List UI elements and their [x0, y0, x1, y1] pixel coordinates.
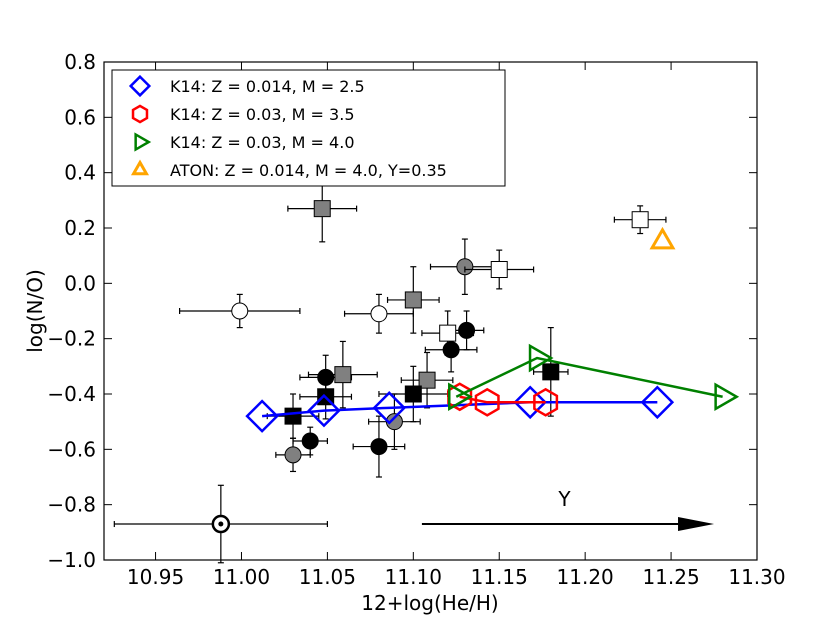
legend-box	[111, 69, 506, 187]
data-point	[113, 484, 328, 564]
observation-marker	[301, 432, 319, 450]
y-tick-label: −0.4	[47, 382, 96, 406]
model-marker	[513, 385, 547, 420]
legend-label: K14: Z = 0.014, M = 2.5	[170, 77, 365, 96]
arrow-head	[678, 517, 715, 532]
observation-marker	[284, 446, 302, 464]
y-tick-label: −0.2	[47, 327, 96, 351]
y-tick-label: −0.8	[47, 493, 96, 517]
observation-marker	[284, 407, 302, 425]
legend-marker	[134, 132, 152, 152]
plot-frame	[103, 61, 758, 561]
data-point	[287, 174, 358, 243]
model-series	[245, 385, 675, 433]
data-point	[613, 205, 667, 235]
legend-label: K14: Z = 0.03, M = 3.5	[170, 105, 355, 124]
legend-entry: K14: Z = 0.014, M = 2.5	[128, 74, 365, 98]
x-tick-label: 11.10	[385, 565, 442, 589]
plot-layer: Y	[113, 174, 740, 564]
observation-marker	[404, 291, 422, 309]
model-series	[448, 343, 740, 412]
model-line	[261, 401, 658, 418]
helium-arrow: Y	[421, 487, 715, 532]
observation-marker	[542, 363, 560, 381]
legend-entry: K14: Z = 0.03, M = 4.0	[134, 132, 355, 152]
y-tick-label: 0.0	[64, 271, 96, 295]
observation-marker	[231, 302, 249, 320]
x-tick-label: 10.95	[127, 565, 184, 589]
model-marker	[640, 385, 675, 420]
model-marker	[474, 387, 500, 417]
observation-marker	[211, 514, 231, 534]
model-line	[459, 395, 546, 404]
data-point	[421, 310, 475, 356]
data-point	[179, 293, 301, 329]
legend-label: ATON: Z = 0.014, M = 4.0, Y=0.35	[170, 161, 447, 180]
x-tick-label: 11.05	[299, 565, 356, 589]
x-tick-label: 11.00	[213, 565, 270, 589]
model-marker	[307, 393, 341, 428]
observation-marker	[313, 200, 331, 218]
ticks-layer: 10.95 11.00 11.05 11.10 11.15 11.20 11.25 11.30…	[47, 50, 785, 589]
model-marker	[528, 343, 554, 373]
model-series	[649, 226, 676, 250]
data-point	[343, 293, 414, 334]
model-marker	[372, 391, 407, 425]
observation-marker	[458, 321, 476, 339]
legend-entry: K14: Z = 0.03, M = 3.5	[131, 104, 355, 124]
legend-marker	[128, 74, 152, 98]
y-tick-label: −1.0	[47, 548, 96, 572]
data-point	[307, 340, 378, 409]
x-tick-label: 11.25	[642, 565, 699, 589]
observation-marker	[418, 371, 436, 389]
observation-marker	[631, 211, 649, 229]
model-marker	[448, 382, 473, 412]
observation-marker	[334, 366, 352, 384]
y-tick-label: −0.6	[47, 437, 96, 461]
data-point	[292, 426, 328, 456]
x-tick-label: 11.20	[557, 565, 614, 589]
observation-marker	[404, 385, 422, 403]
y-tick-label: 0.2	[64, 216, 96, 240]
y-tick-label: 0.6	[64, 105, 96, 129]
data-point	[400, 351, 454, 409]
arrow-label: Y	[557, 487, 571, 511]
x-tick-label: 11.15	[471, 565, 528, 589]
observation-marker	[370, 305, 388, 323]
legend: K14: Z = 0.014, M = 2.5 K14: Z = 0.03, M …	[111, 69, 506, 187]
observation-marker	[490, 261, 508, 278]
model-marker	[649, 226, 676, 250]
data-point	[352, 415, 406, 478]
model-marker	[533, 387, 559, 417]
sun-dot	[218, 521, 224, 527]
x-axis-label: 12+log(He/H)	[361, 591, 498, 615]
y-tick-label: 0.8	[64, 50, 96, 74]
y-tick-label: 0.4	[64, 161, 96, 185]
model-marker	[714, 382, 740, 412]
data-point	[464, 249, 535, 290]
data-point	[386, 266, 440, 334]
model-line	[455, 356, 723, 398]
legend-marker	[131, 104, 149, 124]
observation-marker	[370, 438, 388, 456]
observation-marker	[439, 324, 457, 342]
legend-label: K14: Z = 0.03, M = 4.0	[170, 133, 355, 152]
legend-entry: ATON: Z = 0.014, M = 4.0, Y=0.35	[130, 159, 447, 180]
legend-marker	[130, 159, 150, 176]
x-tick-label: 11.30	[728, 565, 785, 589]
model-marker	[245, 399, 279, 433]
y-axis-label: log(N/O)	[23, 269, 47, 353]
